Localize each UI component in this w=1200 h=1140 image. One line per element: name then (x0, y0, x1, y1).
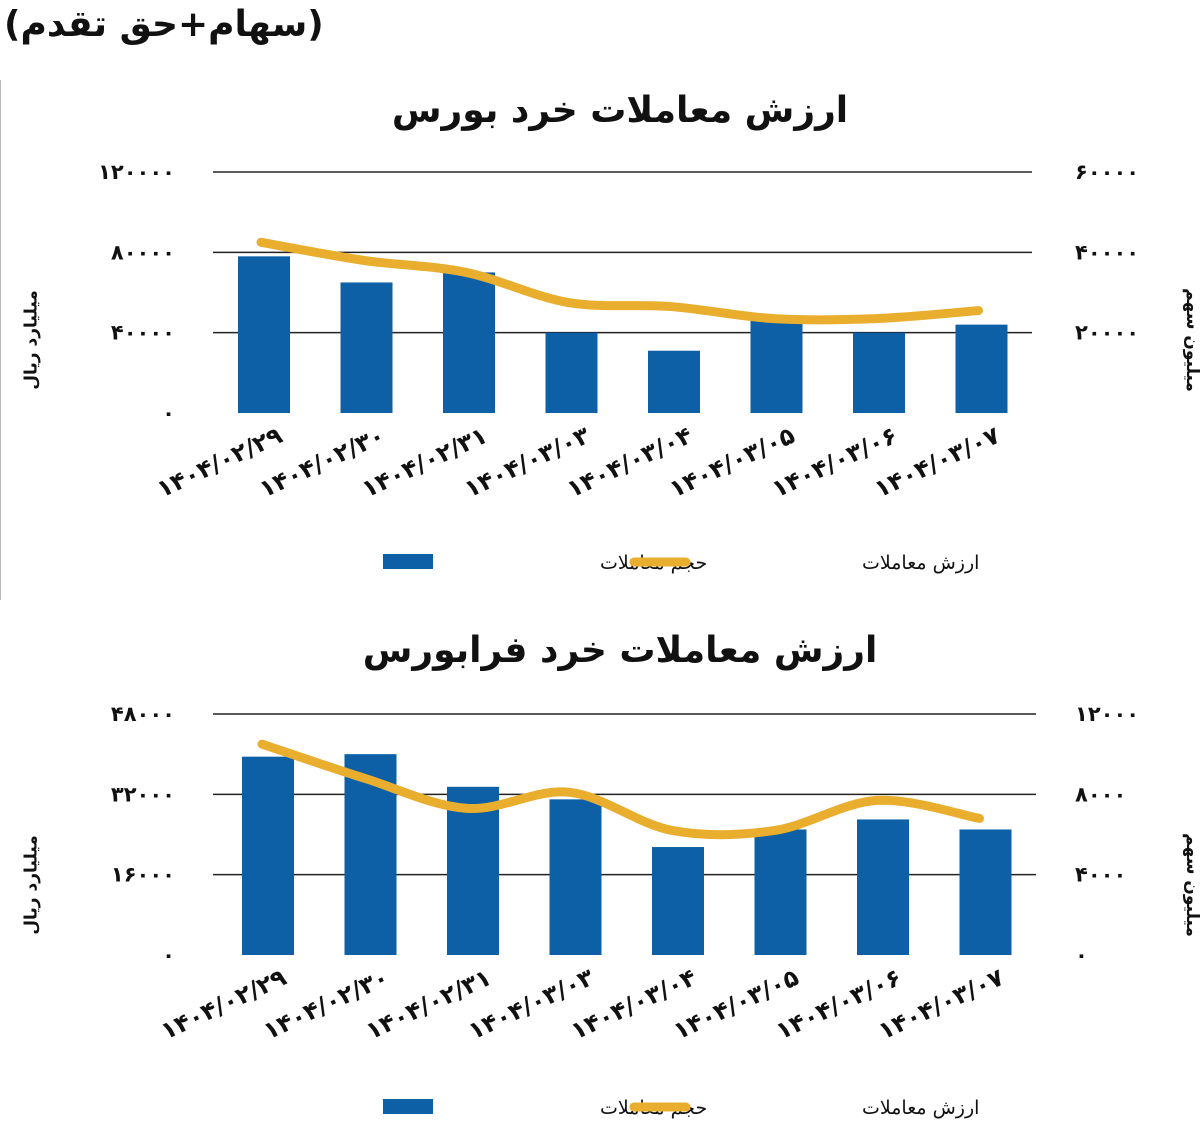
bar (853, 332, 905, 413)
chart-farabourse: ۰۱۶۰۰۰۳۲۰۰۰۴۸۰۰۰۰۴۰۰۰۸۰۰۰۱۲۰۰۰۱۴۰۴/۰۲/۲۹… (111, 702, 1139, 1119)
bar (447, 786, 499, 955)
right-tick-label: ۶۰۰۰۰ (1075, 160, 1139, 184)
left-axis-title: میلیارد ریال (21, 835, 42, 935)
left-tick-label: ۴۸۰۰۰ (111, 702, 175, 726)
right-axis-title: میلیون سهم (1181, 833, 1200, 937)
bar (750, 320, 803, 413)
legend-bar-swatch (383, 554, 433, 569)
bar (545, 332, 598, 413)
left-tick-label: ۰ (162, 943, 175, 967)
panel-divider (0, 80, 1, 600)
bar (754, 829, 807, 955)
right-axis-title: میلیون سهم (1181, 288, 1200, 392)
left-tick-label: ۱۲۰۰۰۰ (98, 160, 175, 184)
bar (652, 847, 704, 955)
bar (238, 256, 290, 413)
legend-line-label: ارزش معاملات (862, 1097, 979, 1119)
legend-bar-swatch (383, 1099, 433, 1114)
bar (857, 819, 909, 955)
bar (242, 756, 294, 955)
right-tick-label: ۲۰۰۰۰ (1075, 321, 1139, 345)
bar (549, 799, 602, 955)
value-line (257, 739, 984, 840)
left-axis-title: میلیارد ریال (21, 290, 42, 390)
page-header-label: (سهام+حق تقدم) (4, 4, 324, 45)
legend-line-label: ارزش معاملات (862, 552, 979, 574)
bar (955, 324, 1008, 413)
chart-bourse: ۰۴۰۰۰۰۸۰۰۰۰۱۲۰۰۰۰۲۰۰۰۰۴۰۰۰۰۶۰۰۰۰۱۴۰۴/۰۲/… (98, 160, 1139, 574)
chart-panel-bourse: ۰ ۴۰۰۰۰ ۸۰۰۰۰ ۱۲۰۰۰۰ ۲۰۰۰۰ ۴۰۰۰۰ ۶۰۰۰۰ ۱۴۰۴/۰۲/… (0, 80, 1200, 600)
right-tick-label: ۰ (1075, 943, 1088, 967)
left-tick-label: ۳۲۰۰۰ (111, 782, 175, 806)
left-tick-label: ۱۶۰۰۰ (111, 863, 175, 887)
bar (648, 350, 700, 413)
right-tick-label: ۱۲۰۰۰ (1075, 702, 1139, 726)
chart-title: ارزش معاملات خرد فرابورس (362, 630, 878, 671)
right-tick-label: ۴۰۰۰ (1075, 863, 1126, 887)
right-tick-label: ۸۰۰۰ (1075, 782, 1126, 806)
bar (443, 272, 495, 413)
chart-panel-farabourse: ۰ ۱۶۰۰۰ ۳۲۰۰۰ ۴۸۰۰۰ ۰ ۴۰۰۰ ۸۰۰۰ ۱۲۰۰۰ ۱۴۰۴/۰۲/۲۹… (0, 620, 1200, 1140)
bar (959, 829, 1012, 955)
chart-title: ارزش معاملات خرد بورس (391, 90, 849, 131)
left-tick-label: ۸۰۰۰۰ (111, 240, 175, 264)
bar (340, 282, 393, 413)
left-tick-label: ۴۰۰۰۰ (111, 321, 175, 345)
right-tick-label: ۴۰۰۰۰ (1075, 240, 1139, 264)
value-line (256, 237, 983, 325)
left-tick-label: ۰ (162, 401, 175, 425)
